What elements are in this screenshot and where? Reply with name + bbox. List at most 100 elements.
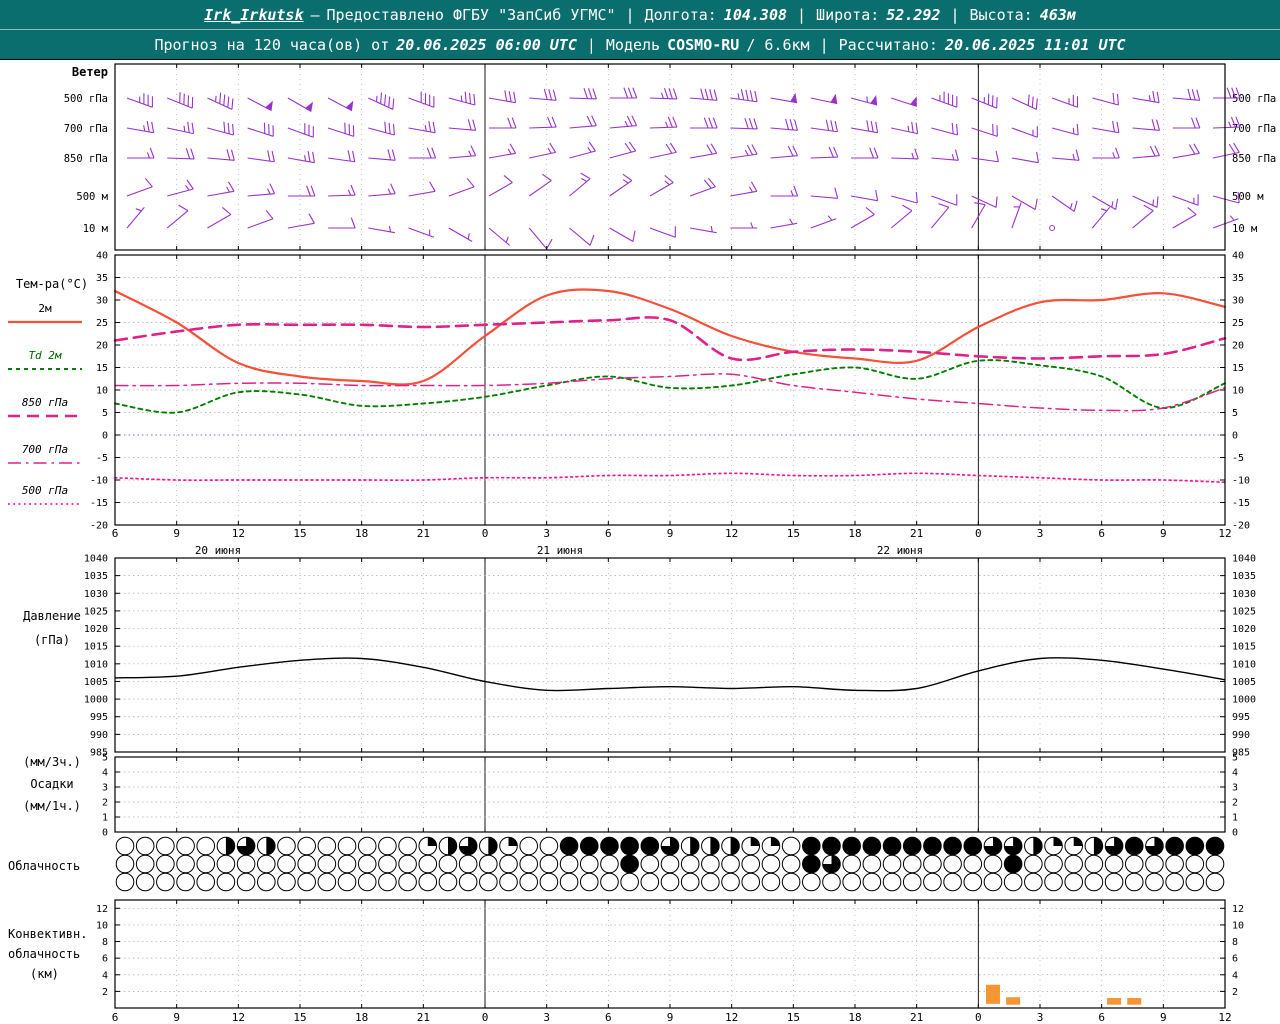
svg-text:10: 10 — [1232, 386, 1244, 397]
svg-text:18: 18 — [355, 527, 368, 540]
svg-text:12: 12 — [232, 1011, 245, 1024]
svg-text:12: 12 — [725, 1011, 738, 1024]
header-row-1: Irk_Irkutsk — Предоставлено ФГБУ "ЗапСиб… — [0, 0, 1280, 29]
svg-text:1000: 1000 — [1232, 695, 1256, 706]
svg-text:10: 10 — [96, 920, 108, 931]
svg-text:1: 1 — [102, 813, 108, 824]
calc-label: Рассчитано: — [838, 35, 938, 54]
convective-cloud-bar — [1006, 997, 1021, 1005]
svg-text:700 гПа: 700 гПа — [22, 443, 68, 456]
separator: | — [625, 5, 635, 24]
series-t700 — [114, 373, 1226, 412]
svg-text:5: 5 — [1232, 753, 1238, 764]
svg-text:2: 2 — [1232, 987, 1238, 998]
date-labels: 20 июня 21 июня 22 июня — [195, 544, 923, 557]
svg-text:1005: 1005 — [1232, 677, 1256, 688]
svg-text:30: 30 — [1232, 296, 1244, 307]
svg-text:700 гПа: 700 гПа — [64, 123, 108, 135]
svg-text:1020: 1020 — [84, 624, 108, 635]
svg-text:35: 35 — [96, 273, 108, 284]
svg-text:1035: 1035 — [84, 571, 108, 582]
bottom-axis-labels: 6 9 12 15 18 21 0 3 6 9 12 15 18 21 0 3 6 9 12 — [112, 1011, 1232, 1024]
run-time: 20.06.2025 06:00 UTC — [396, 35, 577, 54]
svg-text:6: 6 — [112, 527, 119, 540]
svg-text:5: 5 — [1232, 408, 1238, 419]
svg-text:15: 15 — [787, 1011, 800, 1024]
svg-text:990: 990 — [1232, 730, 1250, 741]
svg-text:20: 20 — [1232, 341, 1244, 352]
svg-text:(мм/1ч.): (мм/1ч.) — [23, 799, 81, 813]
svg-text:500 гПа: 500 гПа — [1232, 93, 1276, 105]
svg-text:1000: 1000 — [84, 695, 108, 706]
svg-text:15: 15 — [1232, 363, 1244, 374]
svg-text:10: 10 — [96, 386, 108, 397]
svg-text:-20: -20 — [90, 521, 108, 532]
convective-cloud-bar — [1127, 998, 1142, 1005]
svg-text:6: 6 — [102, 954, 108, 965]
cloud-row-1 — [115, 836, 1225, 856]
svg-text:1025: 1025 — [84, 606, 108, 617]
svg-text:12: 12 — [232, 527, 245, 540]
svg-text:700 гПа: 700 гПа — [1232, 123, 1276, 135]
svg-text:0: 0 — [102, 828, 108, 839]
series-td2m — [114, 359, 1226, 414]
station-name: Irk_Irkutsk — [204, 5, 304, 24]
svg-text:Ветер: Ветер — [72, 65, 108, 79]
svg-text:18: 18 — [848, 1011, 861, 1024]
svg-text:1040: 1040 — [84, 554, 108, 565]
svg-text:985: 985 — [90, 748, 108, 759]
svg-text:2: 2 — [102, 798, 108, 809]
svg-text:850 гПа: 850 гПа — [64, 153, 108, 165]
svg-text:25: 25 — [96, 318, 108, 329]
svg-text:0: 0 — [482, 1011, 489, 1024]
svg-text:20: 20 — [96, 341, 108, 352]
svg-text:2: 2 — [1232, 798, 1238, 809]
svg-text:1005: 1005 — [84, 677, 108, 688]
svg-text:(км): (км) — [30, 967, 59, 981]
svg-text:Td 2м: Td 2м — [28, 349, 61, 362]
svg-text:8: 8 — [102, 937, 108, 948]
header-bar: Irk_Irkutsk — Предоставлено ФГБУ "ЗапСиб… — [0, 0, 1280, 60]
svg-text:6: 6 — [1098, 1011, 1105, 1024]
altitude-value: 463м — [1039, 5, 1076, 24]
svg-text:1: 1 — [1232, 813, 1238, 824]
svg-text:(мм/3ч.): (мм/3ч.) — [23, 755, 81, 769]
svg-text:12: 12 — [1232, 904, 1244, 915]
svg-text:12: 12 — [96, 904, 108, 915]
svg-text:Осадки: Осадки — [30, 777, 73, 791]
series-pressure — [114, 657, 1226, 692]
svg-text:1040: 1040 — [1232, 554, 1256, 565]
svg-text:18: 18 — [355, 1011, 368, 1024]
svg-text:4: 4 — [1232, 768, 1238, 779]
svg-text:Конвективн.: Конвективн. — [8, 927, 87, 941]
svg-text:-10: -10 — [1232, 476, 1250, 487]
svg-text:8: 8 — [1232, 937, 1238, 948]
svg-text:500 гПа: 500 гПа — [22, 484, 68, 497]
svg-text:500 м: 500 м — [1232, 191, 1264, 203]
series-t850 — [113, 316, 1227, 362]
convective-panel: 12 12 10 10 8 8 6 6 4 4 2 2 Конвективн. облачность (км… — [8, 899, 1244, 1009]
svg-text:-15: -15 — [1232, 498, 1250, 509]
svg-text:облачность: облачность — [8, 947, 80, 961]
meteogram-chart: Ветер 500 гПа 500 гПа 700 гПа 700 гПа 850 гПа… — [8, 63, 1276, 1024]
svg-text:1015: 1015 — [84, 642, 108, 653]
svg-text:12: 12 — [725, 527, 738, 540]
svg-text:21: 21 — [910, 1011, 923, 1024]
svg-text:2м: 2м — [38, 302, 52, 315]
svg-text:(гПа): (гПа) — [34, 633, 70, 647]
separator: | — [950, 5, 960, 24]
svg-text:850 гПа: 850 гПа — [22, 396, 68, 409]
series-t2m — [113, 288, 1227, 386]
svg-text:4: 4 — [102, 970, 108, 981]
series-t500 — [114, 472, 1226, 484]
svg-text:5: 5 — [102, 753, 108, 764]
svg-text:3: 3 — [102, 783, 108, 794]
svg-text:21: 21 — [910, 527, 923, 540]
header-dash: — — [310, 5, 320, 24]
svg-text:15: 15 — [293, 1011, 306, 1024]
svg-text:1010: 1010 — [1232, 659, 1256, 670]
svg-text:10: 10 — [1232, 920, 1244, 931]
svg-text:-5: -5 — [1232, 453, 1244, 464]
pressure-panel: 1040 1040 1035 1035 1030 1030 1025 1025 1020 1020… — [23, 554, 1256, 759]
